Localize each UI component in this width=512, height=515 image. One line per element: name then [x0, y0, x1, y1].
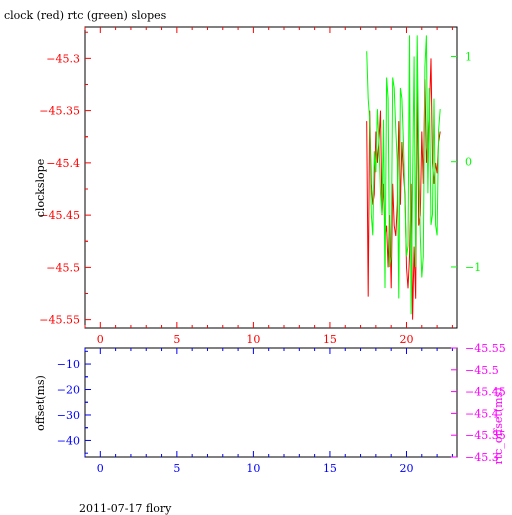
x-tick-label: 5 [173, 333, 180, 346]
y-axis-label-right: rtc_offset(ms) [492, 387, 505, 464]
x-tick-label: 0 [97, 333, 104, 346]
series-line-rtc [366, 35, 441, 315]
y-tick-label-left: −45.4 [46, 157, 80, 170]
y-tick-label-left: −40 [57, 434, 80, 447]
y-tick-label-right: 1 [465, 50, 472, 63]
x-tick-label: 15 [323, 462, 337, 475]
x-tick-label: 15 [323, 333, 337, 346]
x-tick-label: 10 [246, 462, 260, 475]
chart-title: clock (red) rtc (green) slopes [4, 9, 167, 22]
y-tick-label-right: 0 [465, 156, 472, 169]
y-tick-label-right: −45.35 [465, 429, 506, 442]
y-tick-label-left: −10 [57, 358, 80, 371]
x-tick-label: 10 [246, 333, 260, 346]
y-tick-label-left: −20 [57, 384, 80, 397]
y-tick-label-left: −45.3 [46, 52, 80, 65]
y-tick-label-left: −45.55 [39, 314, 80, 327]
y-tick-label-right: −45.55 [465, 342, 506, 355]
y-tick-label-right: −45.5 [465, 364, 499, 377]
x-tick-label: 20 [399, 462, 413, 475]
y-axis-label-left: offset(ms) [34, 375, 47, 431]
y-tick-label-right: −45.4 [465, 407, 499, 420]
y-tick-label-right: −45.45 [465, 386, 506, 399]
y-tick-label-left: −45.35 [39, 105, 80, 118]
plot-frame-2 [84, 347, 458, 458]
x-tick-label: 5 [173, 462, 180, 475]
plot-frame-1 [84, 26, 458, 329]
y-tick-label-right: −45.3 [465, 451, 499, 464]
x-tick-label: 20 [399, 333, 413, 346]
y-tick-label-right: −1 [465, 261, 481, 274]
y-tick-label-left: −45.5 [46, 261, 80, 274]
y-tick-label-left: −45.45 [39, 209, 80, 222]
footer-date-label: 2011-07-17 flory [79, 502, 172, 515]
y-axis-label-left: clockslope [34, 159, 47, 217]
x-tick-label: 0 [97, 462, 104, 475]
y-tick-label-left: −30 [57, 409, 80, 422]
